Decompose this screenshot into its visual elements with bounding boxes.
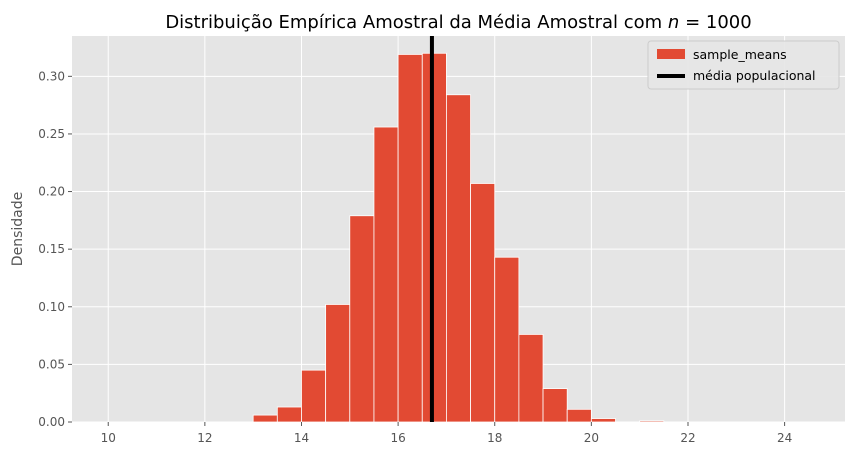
- histogram-bar: [542, 388, 568, 423]
- legend-swatch-bars: [657, 49, 685, 59]
- y-tick-label: 0.00: [38, 415, 65, 429]
- x-tick-label: 18: [487, 431, 502, 445]
- histogram-bars: [252, 52, 665, 423]
- x-tick-label: 20: [584, 431, 599, 445]
- y-tick-label: 0.25: [38, 127, 65, 141]
- histogram-bar: [276, 406, 302, 423]
- histogram-bar: [373, 126, 399, 423]
- y-tick-label: 0.10: [38, 300, 65, 314]
- histogram-bar: [446, 94, 471, 423]
- y-tick-label: 0.20: [38, 185, 65, 199]
- chart-title: Distribuição Empírica Amostral da Média …: [165, 12, 751, 33]
- histogram-bar: [397, 54, 423, 423]
- histogram-bar: [325, 304, 351, 423]
- chart-title-text: Distribuição Empírica Amostral da Média …: [165, 12, 668, 33]
- histogram-bar: [421, 52, 447, 423]
- y-tick-label: 0.15: [38, 242, 65, 256]
- x-tick-label: 24: [777, 431, 792, 445]
- y-tick-label: 0.05: [38, 357, 65, 371]
- x-tick-label: 12: [197, 431, 212, 445]
- histogram-bar: [349, 215, 375, 423]
- y-tick-label: 0.30: [38, 69, 65, 83]
- chart-title-math: n = 1000: [668, 12, 752, 33]
- legend-label-sample-means: sample_means: [693, 47, 787, 62]
- legend: sample_means média populacional: [647, 40, 840, 90]
- histogram-bar: [301, 369, 327, 423]
- histogram-bar: [494, 256, 520, 423]
- x-tick-label: 16: [390, 431, 405, 445]
- y-axis-label: Densidade: [10, 192, 26, 266]
- histogram-bar: [470, 183, 496, 423]
- x-axis-ticks: 10 12 14 16 18 20 22 24: [101, 422, 792, 445]
- legend-box: [647, 40, 840, 90]
- histogram-bar: [518, 334, 544, 423]
- x-tick-label: 10: [101, 431, 116, 445]
- histogram-bar: [639, 420, 665, 423]
- x-tick-label: 14: [294, 431, 309, 445]
- x-tick-label: 22: [680, 431, 695, 445]
- histogram-bar: [252, 414, 278, 423]
- histogram-bar: [590, 418, 616, 423]
- histogram-bar: [566, 408, 592, 423]
- legend-label-population-mean: média populacional: [693, 68, 816, 83]
- y-axis-ticks: 0.00 0.05 0.10 0.15 0.20 0.25 0.30: [38, 69, 72, 429]
